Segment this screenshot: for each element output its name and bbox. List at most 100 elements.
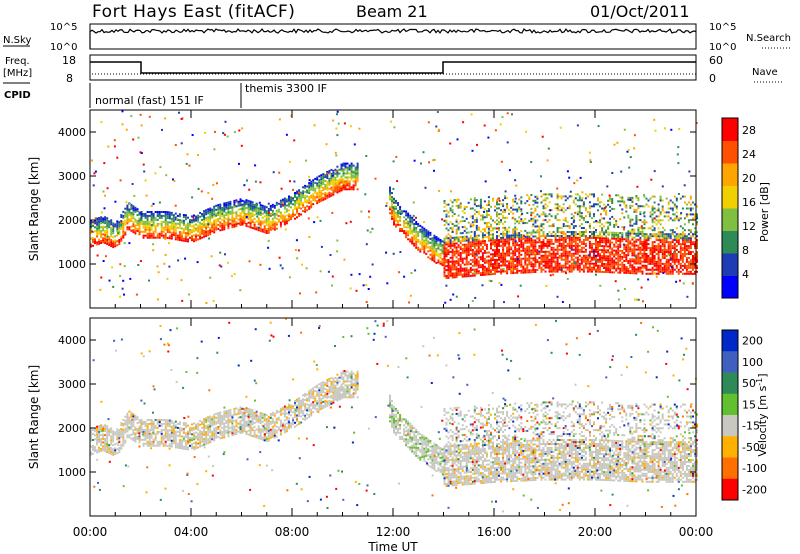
echo-cell [696,215,698,218]
echo-cell [191,231,193,234]
echo-cell [661,209,664,212]
echo-cell [395,225,397,228]
echo-cell [599,260,601,263]
echo-cell [469,253,472,256]
echo-cell [471,249,474,251]
echo-cell [643,215,646,218]
echo-cell [677,235,680,238]
echo-cell [324,197,327,200]
echo-cell [411,222,414,225]
echo-cell [269,220,272,223]
echo-cell [96,225,99,228]
echo-cell [485,224,488,226]
echo-cell [487,235,490,238]
echo-cell [425,252,428,255]
echo-cell [90,231,92,234]
echo-cell [182,231,185,234]
echo-cell [643,237,646,240]
echo-cell [506,252,509,255]
echo-cell [209,209,212,212]
echo-cell [627,246,630,249]
echo-cell [667,247,670,250]
echo-cell [435,244,438,247]
echo-cell [532,239,535,242]
echo-cell [582,231,585,233]
echo-cell [528,241,531,244]
echo-cell [479,200,482,203]
echo-cell [635,222,638,225]
echo-cell [578,236,581,239]
echo-cell [92,452,94,455]
echo-cell [348,176,351,179]
echo-cell [267,227,270,230]
colorbar-segment [722,253,738,276]
echo-cell [665,211,668,214]
echo-cell [631,232,634,235]
echo-cell [671,201,674,204]
echo-cell [469,274,472,277]
echo-cell [477,226,480,229]
echo-cell [629,240,632,243]
echo-cell [459,248,462,251]
echo-cell [654,129,657,132]
echo-cell [530,249,533,252]
echo-cell [645,266,648,269]
echo-cell [475,250,478,253]
echo-cell [542,193,545,196]
echo-cell [525,130,528,133]
echo-cell [623,216,626,219]
echo-cell [235,200,238,203]
echo-cell [578,205,581,208]
echo-cell [556,238,559,241]
echo-cell [249,218,252,221]
echo-cell [199,233,202,236]
echo-cell [580,256,583,259]
echo-cell [574,266,577,269]
echo-cell [597,250,599,253]
echo-cell [473,260,476,263]
echo-cell [641,256,644,259]
echo-cell [685,215,688,218]
echo-cell [463,229,466,232]
echo-cell [496,247,498,249]
echo-cell [582,264,585,267]
echo-cell [637,252,640,255]
echo-cell [562,203,565,206]
echo-cell [514,230,517,233]
echo-cell [683,255,686,257]
echo-cell [160,224,163,227]
echo-cell [195,235,197,238]
echo-cell [249,220,252,223]
echo-cell [451,262,454,265]
echo-cell [528,198,531,200]
echo-cell [479,250,482,253]
echo-cell [536,195,539,198]
echo-cell [203,229,206,232]
echo-cell [195,237,197,240]
echo-cell [593,233,595,235]
echo-cell [615,249,618,252]
echo-cell [459,220,462,223]
echo-cell [621,196,624,199]
echo-cell [98,220,101,223]
echo-cell [582,240,585,243]
echo-cell [429,237,432,240]
echo-cell [136,210,139,213]
echo-cell [209,227,212,230]
echo-cell [599,225,601,228]
echo-cell [397,211,399,214]
echo-cell [227,217,230,220]
echo-cell [603,265,606,267]
echo-cell [556,227,559,229]
echo-cell [112,285,115,288]
echo-cell [591,246,593,249]
echo-cell [549,274,552,277]
echo-cell [544,207,547,210]
echo-cell [471,243,474,246]
echo-cell [249,202,252,205]
echo-cell [137,136,140,139]
echo-cell [168,227,171,230]
echo-cell [473,268,476,271]
echo-cell [106,243,109,245]
echo-cell [578,199,581,202]
